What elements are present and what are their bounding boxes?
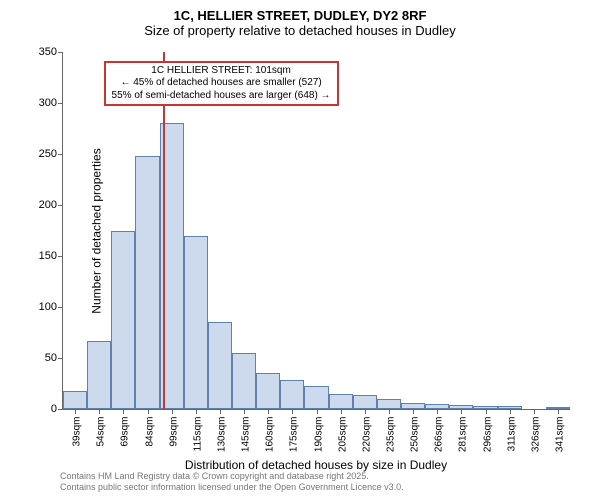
x-tick-label: 130sqm — [212, 417, 227, 453]
x-tick-mark — [123, 409, 124, 414]
x-tick-label: 145sqm — [237, 417, 252, 453]
histogram-bar — [377, 399, 401, 409]
y-tick-mark — [58, 52, 63, 53]
plot-area: 05010015020025030035039sqm54sqm69sqm84sq… — [62, 52, 570, 410]
x-tick-mark — [437, 409, 438, 414]
x-tick-mark — [558, 409, 559, 414]
x-tick-mark — [461, 409, 462, 414]
chart-title: 1C, HELLIER STREET, DUDLEY, DY2 8RF — [0, 0, 600, 23]
x-tick-label: 250sqm — [406, 417, 421, 453]
x-tick-label: 326sqm — [526, 417, 541, 453]
histogram-bar — [135, 156, 159, 409]
x-tick-mark — [172, 409, 173, 414]
x-tick-mark — [317, 409, 318, 414]
histogram-bar — [280, 380, 304, 409]
x-tick-mark — [486, 409, 487, 414]
x-tick-mark — [534, 409, 535, 414]
histogram-bar — [87, 341, 111, 409]
histogram-bar — [63, 391, 87, 409]
x-tick-label: 190sqm — [309, 417, 324, 453]
footer-line-1: Contains HM Land Registry data © Crown c… — [60, 471, 404, 483]
x-tick-mark — [268, 409, 269, 414]
y-tick-mark — [58, 103, 63, 104]
x-tick-mark — [365, 409, 366, 414]
x-tick-label: 69sqm — [116, 417, 131, 447]
x-tick-mark — [220, 409, 221, 414]
x-tick-label: 175sqm — [285, 417, 300, 453]
annotation-line-2: ← 45% of detached houses are smaller (52… — [112, 77, 331, 90]
footer-line-2: Contains public sector information licen… — [60, 482, 404, 494]
annotation-line-3: 55% of semi-detached houses are larger (… — [112, 90, 331, 103]
histogram-bar — [329, 394, 353, 409]
y-tick-mark — [58, 256, 63, 257]
x-tick-mark — [413, 409, 414, 414]
x-tick-label: 296sqm — [478, 417, 493, 453]
annotation-box: 1C HELLIER STREET: 101sqm← 45% of detach… — [104, 61, 339, 107]
x-tick-mark — [389, 409, 390, 414]
histogram-bar — [256, 373, 280, 409]
y-tick-mark — [58, 307, 63, 308]
x-tick-label: 341sqm — [550, 417, 565, 453]
x-tick-label: 311sqm — [502, 417, 517, 452]
y-tick-mark — [58, 205, 63, 206]
x-tick-mark — [244, 409, 245, 414]
x-tick-label: 220sqm — [357, 417, 372, 453]
x-tick-label: 160sqm — [261, 417, 276, 453]
x-tick-label: 99sqm — [164, 417, 179, 447]
chart-subtitle: Size of property relative to detached ho… — [0, 23, 600, 46]
x-tick-mark — [341, 409, 342, 414]
chart-area: 05010015020025030035039sqm54sqm69sqm84sq… — [62, 52, 570, 410]
y-tick-mark — [58, 358, 63, 359]
x-tick-label: 54sqm — [92, 417, 107, 447]
x-tick-mark — [292, 409, 293, 414]
x-tick-mark — [75, 409, 76, 414]
annotation-line-1: 1C HELLIER STREET: 101sqm — [112, 65, 331, 78]
y-tick-mark — [58, 154, 63, 155]
histogram-bar — [304, 386, 328, 409]
x-tick-mark — [99, 409, 100, 414]
x-tick-label: 39sqm — [68, 417, 83, 447]
x-tick-label: 235sqm — [381, 417, 396, 453]
x-tick-mark — [196, 409, 197, 414]
histogram-bar — [184, 236, 208, 409]
x-tick-label: 115sqm — [188, 417, 203, 452]
histogram-bar — [111, 231, 135, 410]
y-tick-mark — [58, 409, 63, 410]
x-tick-label: 266sqm — [430, 417, 445, 453]
x-tick-mark — [148, 409, 149, 414]
x-tick-label: 84sqm — [140, 417, 155, 447]
histogram-bar — [353, 395, 377, 409]
y-axis-label: Number of detached properties — [90, 148, 104, 313]
histogram-bar — [232, 353, 256, 409]
x-tick-label: 281sqm — [454, 417, 469, 453]
histogram-bar — [208, 322, 232, 409]
x-tick-mark — [510, 409, 511, 414]
x-tick-label: 205sqm — [333, 417, 348, 453]
footer-attribution: Contains HM Land Registry data © Crown c… — [60, 471, 404, 494]
